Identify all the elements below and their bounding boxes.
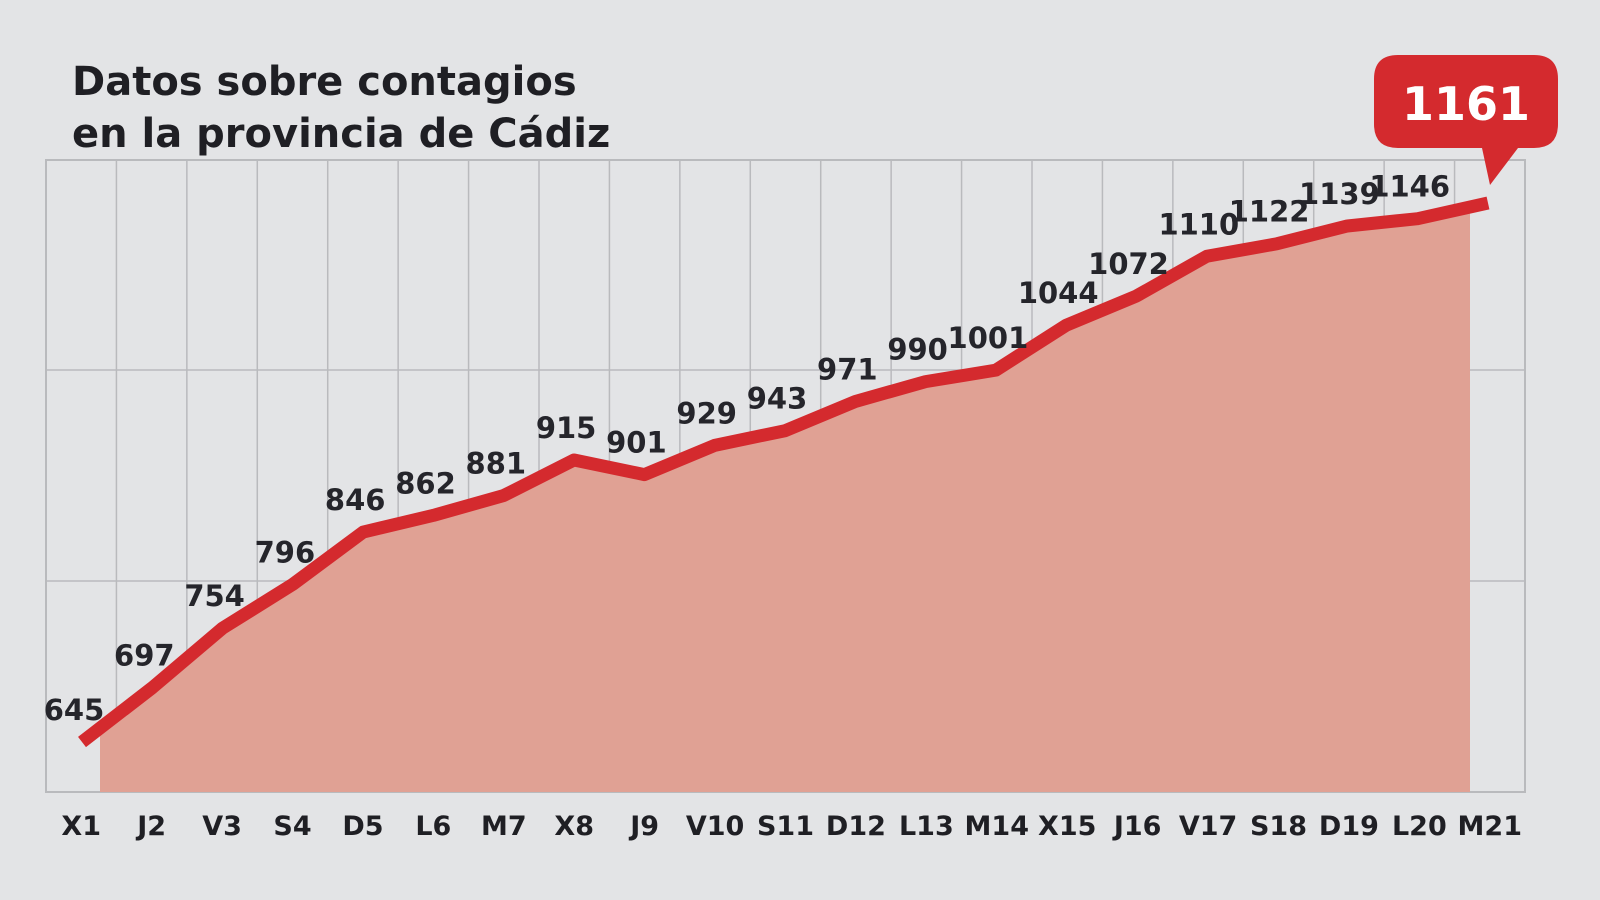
- x-tick-label: J16: [1112, 811, 1162, 842]
- x-tick-label: D5: [342, 811, 383, 842]
- data-label: 943: [747, 382, 808, 416]
- data-label: 1072: [1088, 247, 1169, 281]
- data-label: 1146: [1369, 170, 1450, 204]
- data-label: 1139: [1299, 177, 1380, 211]
- data-label: 1044: [1018, 276, 1099, 310]
- x-tick-label: M7: [481, 811, 527, 842]
- callout-shape: [1374, 55, 1558, 185]
- x-tick-label: L13: [899, 811, 954, 842]
- data-label: 862: [395, 466, 456, 500]
- x-tick-label: V10: [686, 811, 744, 842]
- x-tick-label: S11: [757, 811, 814, 842]
- data-label: 1110: [1158, 207, 1239, 241]
- x-tick-label: J9: [628, 811, 659, 842]
- data-label: 796: [255, 535, 316, 569]
- data-label: 881: [466, 446, 527, 480]
- data-label: 915: [536, 411, 597, 445]
- x-tick-label: S18: [1250, 811, 1307, 842]
- data-label: 929: [676, 396, 737, 430]
- x-tick-label: L20: [1392, 811, 1447, 842]
- x-tick-label: D19: [1319, 811, 1379, 842]
- x-tick-label: V17: [1179, 811, 1237, 842]
- data-label: 645: [44, 693, 105, 727]
- chart-title-line-2: en la provincia de Cádiz: [72, 111, 610, 157]
- data-label: 1001: [948, 321, 1029, 355]
- x-tick-label: J2: [135, 811, 166, 842]
- x-tick-label: V3: [202, 811, 242, 842]
- x-axis-ticks: X1 J2 V3 S4 D5 L6 M7 X8 J9 V10 S11 D12 L13 M14 X15 J16 V…: [61, 811, 1522, 842]
- chart-title-line-1: Datos sobre contagios: [72, 59, 577, 105]
- data-label: 697: [114, 639, 175, 673]
- data-label: 990: [887, 333, 948, 367]
- x-tick-label: S4: [273, 811, 311, 842]
- callout-bubble: 1161: [1374, 55, 1558, 185]
- data-label: 846: [325, 483, 386, 517]
- x-tick-label: X1: [61, 811, 101, 842]
- x-tick-label: M14: [965, 811, 1029, 842]
- x-tick-label: X8: [554, 811, 594, 842]
- data-label: 1122: [1229, 195, 1310, 229]
- callout-value: 1161: [1402, 77, 1530, 131]
- data-label: 971: [817, 352, 878, 386]
- area-fill: [100, 207, 1470, 793]
- series-line: [78, 196, 1490, 748]
- data-label: 754: [184, 579, 245, 613]
- x-tick-label: X15: [1038, 811, 1096, 842]
- data-label: 901: [606, 426, 667, 460]
- x-tick-label: D12: [826, 811, 886, 842]
- x-tick-label: L6: [415, 811, 451, 842]
- x-tick-label: M21: [1458, 811, 1522, 842]
